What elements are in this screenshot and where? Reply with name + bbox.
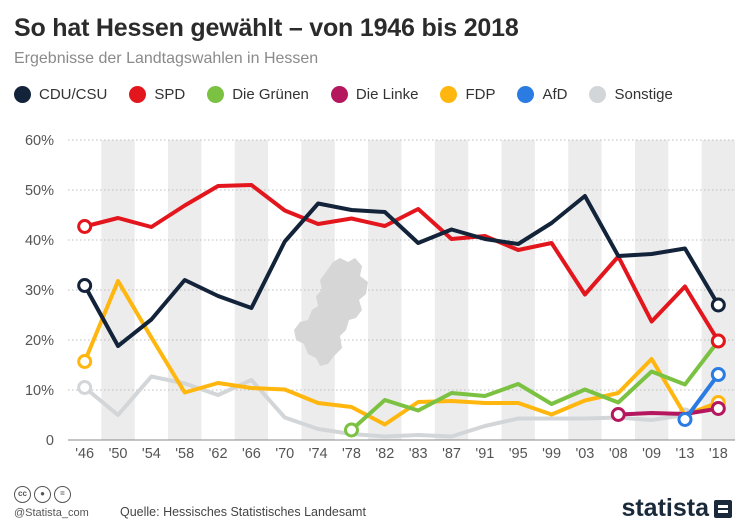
series-marker xyxy=(610,407,626,422)
y-tick-label: 10% xyxy=(25,383,54,399)
series-marker xyxy=(77,380,93,395)
legend-label: Die Linke xyxy=(355,86,419,103)
legend-item-fdp: FDP xyxy=(440,86,495,103)
series-line xyxy=(682,372,721,422)
legend-item-gruene: Die Grünen xyxy=(207,86,309,103)
x-tick-label: '08 xyxy=(609,446,628,462)
legend-swatch xyxy=(330,86,348,103)
cc-icon: cc xyxy=(14,486,31,503)
series-marker xyxy=(77,219,93,234)
legend-swatch xyxy=(589,86,607,103)
x-tick-label: '18 xyxy=(709,446,728,462)
x-tick-label: '99 xyxy=(542,446,561,462)
by-icon: ● xyxy=(34,486,51,503)
legend-item-sonstige: Sonstige xyxy=(589,86,673,103)
legend-label: SPD xyxy=(154,86,186,103)
series-line xyxy=(616,406,721,417)
x-tick-label: '78 xyxy=(342,446,361,462)
x-tick-label: '83 xyxy=(409,446,428,462)
legend-swatch xyxy=(517,86,535,103)
x-tick-label: '91 xyxy=(475,446,494,462)
series-line xyxy=(82,279,721,427)
legend-label: CDU/CSU xyxy=(39,86,108,103)
series-marker xyxy=(677,412,693,427)
y-tick-label: 0 xyxy=(46,433,54,449)
source-text: Quelle: Hessisches Statistisches Landesa… xyxy=(120,505,366,519)
series-marker xyxy=(710,333,726,349)
column-band xyxy=(501,140,535,440)
column-band xyxy=(101,140,135,440)
x-tick-label: '46 xyxy=(75,446,94,462)
x-tick-label: '66 xyxy=(242,446,261,462)
x-tick-label: '54 xyxy=(142,446,161,462)
series-marker xyxy=(77,354,93,369)
x-tick-label: '58 xyxy=(175,446,194,462)
y-tick-label: 30% xyxy=(25,283,54,299)
x-tick-label: '95 xyxy=(509,446,528,462)
series-marker xyxy=(710,401,726,416)
legend-swatch xyxy=(129,86,147,103)
x-tick-label: '70 xyxy=(275,446,294,462)
nd-icon: = xyxy=(54,486,71,503)
x-tick-label: '13 xyxy=(676,446,695,462)
legend-item-cdu: CDU/CSU xyxy=(14,86,107,103)
y-tick-label: 20% xyxy=(25,333,54,349)
legend-item-linke: Die Linke xyxy=(330,86,419,103)
legend-swatch xyxy=(14,86,31,103)
license-icons: cc ● = xyxy=(14,486,89,503)
statista-logo[interactable]: statista xyxy=(621,494,732,523)
series-marker xyxy=(710,297,726,313)
series-line xyxy=(82,183,721,343)
y-tick-label: 40% xyxy=(25,233,54,249)
y-tick-label: 50% xyxy=(25,183,54,199)
legend-label: Sonstige xyxy=(614,86,673,103)
chart-legend: CDU/CSU SPD Die Grünen Die Linke FDP AfD… xyxy=(14,86,740,103)
statista-mark-icon xyxy=(714,499,732,518)
chart-title: So hat Hessen gewählt – von 1946 bis 201… xyxy=(14,14,519,42)
legend-label: FDP xyxy=(465,86,496,103)
series-marker xyxy=(710,367,726,382)
legend-swatch xyxy=(440,86,458,103)
x-tick-label: '03 xyxy=(575,446,594,462)
brand-text: statista xyxy=(621,494,709,522)
legend-swatch xyxy=(207,86,225,103)
footer-credit: cc ● = @Statista_com xyxy=(14,486,89,519)
series-marker xyxy=(343,422,359,438)
series-marker xyxy=(77,278,93,293)
legend-label: Die Grünen xyxy=(232,86,309,103)
x-tick-label: '74 xyxy=(309,446,328,462)
x-tick-label: '87 xyxy=(442,446,461,462)
legend-item-afd: AfD xyxy=(517,86,567,103)
chart-subtitle: Ergebnisse der Landtagswahlen in Hessen xyxy=(14,50,319,67)
credit-text: @Statista_com xyxy=(14,507,89,519)
series-line xyxy=(82,374,687,439)
x-tick-label: '82 xyxy=(375,446,394,462)
x-tick-label: '09 xyxy=(642,446,661,462)
x-tick-label: '62 xyxy=(209,446,228,462)
legend-label: AfD xyxy=(542,86,568,103)
column-band xyxy=(634,140,669,440)
series-line xyxy=(349,339,721,432)
legend-item-spd: SPD xyxy=(129,86,185,103)
hessen-map-icon xyxy=(294,258,368,366)
series-line xyxy=(82,194,721,348)
y-tick-label: 60% xyxy=(25,133,54,149)
x-tick-label: '50 xyxy=(109,446,128,462)
